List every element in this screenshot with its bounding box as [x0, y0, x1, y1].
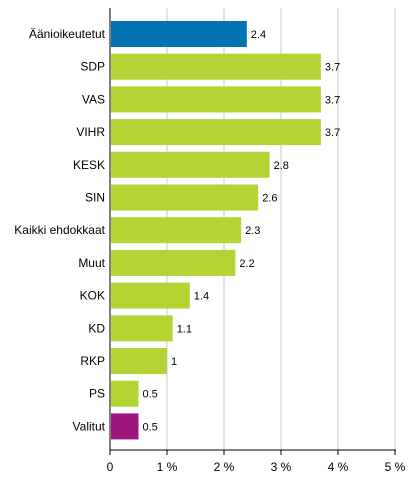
value-label: 3.7 [325, 127, 340, 139]
category-label: RKP [80, 354, 105, 368]
x-tick-label: 2 % [214, 460, 235, 474]
value-label: 3.7 [325, 94, 340, 106]
value-label: 1.1 [177, 323, 192, 335]
bars [111, 21, 321, 440]
category-label: Valitut [73, 419, 106, 433]
bar [111, 315, 173, 342]
category-label: SDP [80, 60, 105, 74]
category-label: Kaikki ehdokkaat [14, 223, 105, 237]
x-tick-label: 3 % [271, 460, 292, 474]
value-label: 2.2 [239, 258, 254, 270]
category-label: KD [88, 321, 105, 335]
bar [111, 249, 236, 276]
category-label: KOK [80, 289, 105, 303]
value-label: 2.4 [251, 29, 266, 41]
bar [111, 217, 242, 244]
category-label: KESK [73, 158, 105, 172]
category-labels: Äänioikeutetut SDP VAS VIHR KESK SIN Kaikki eh… [14, 27, 105, 433]
gridlines [166, 8, 396, 450]
bar [111, 151, 270, 178]
bar [111, 53, 321, 80]
bar [111, 380, 139, 407]
x-tick-label: 0 [107, 460, 114, 474]
x-tick-label: 5 % [385, 460, 406, 474]
value-label: 2.3 [245, 225, 260, 237]
bar [111, 348, 167, 374]
value-label: 1.4 [194, 291, 209, 303]
bar [111, 21, 247, 47]
category-label: VAS [82, 92, 105, 106]
value-label: 1 [171, 356, 177, 368]
bar [111, 86, 321, 113]
bar [111, 413, 139, 440]
value-labels: 2.4 3.7 3.7 3.7 2.8 2.6 2.3 2.2 1.4 1.1 1 0.5 0.5 [143, 29, 341, 433]
x-tick-label: 4 % [328, 460, 349, 474]
x-tick-label: 1 % [157, 460, 178, 474]
value-label: 0.5 [143, 421, 158, 433]
value-label: 3.7 [325, 62, 340, 74]
value-label: 2.8 [274, 160, 289, 172]
bar [111, 184, 259, 211]
category-label: Muut [78, 256, 105, 270]
category-label: PS [89, 387, 105, 401]
x-axis: 0 1 % 2 % 3 % 4 % 5 % [107, 8, 406, 474]
value-label: 0.5 [143, 389, 158, 401]
bar [111, 119, 321, 146]
bar [111, 282, 190, 309]
category-label: VIHR [76, 125, 105, 139]
category-label: Äänioikeutetut [29, 27, 106, 41]
category-label: SIN [85, 191, 105, 205]
value-label: 2.6 [262, 193, 277, 205]
